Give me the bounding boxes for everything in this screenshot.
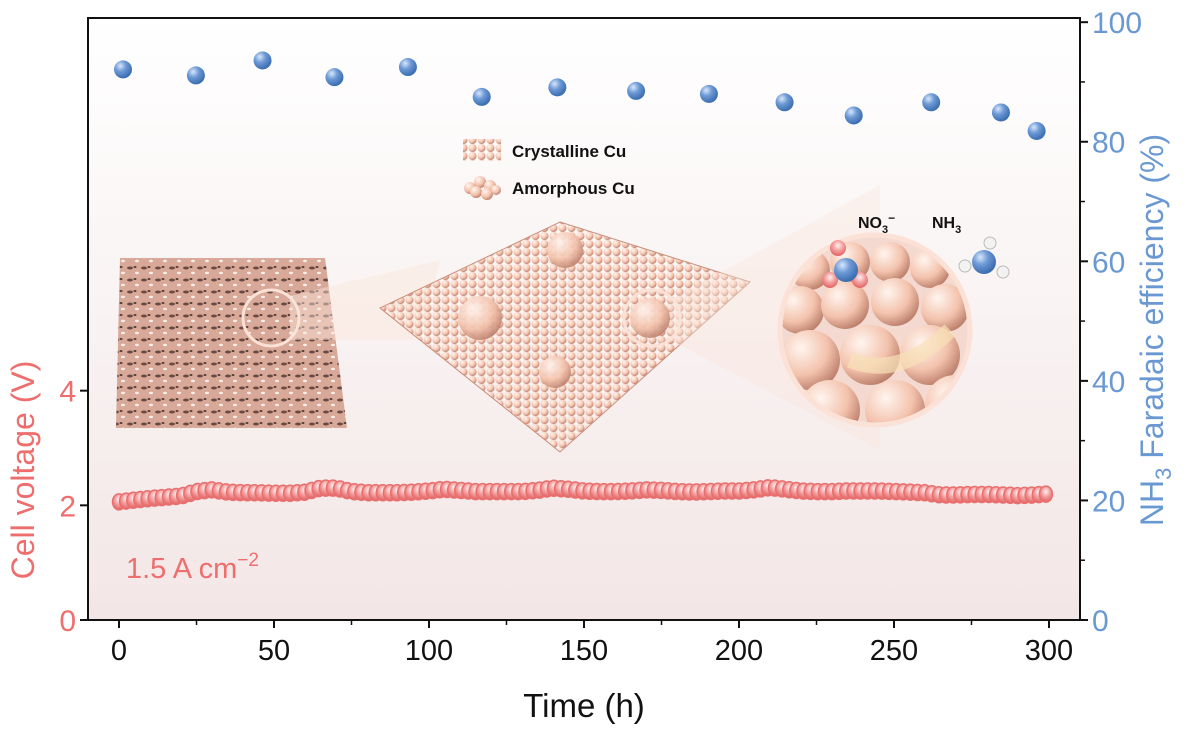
nitrate-molecule: [822, 240, 868, 288]
y-left-tick-label: 4: [59, 376, 76, 409]
efficiency-point: [844, 106, 863, 125]
inset-illustration: Crystalline Cu Amorphous Cu: [116, 139, 1010, 453]
y-right-axis-label: NH3 Faradaic efficiency (%): [1134, 134, 1176, 526]
efficiency-point: [922, 93, 941, 112]
magnified-surface: [780, 235, 970, 425]
legend-crystalline-cu: Crystalline Cu: [512, 142, 626, 161]
efficiency-point: [186, 66, 205, 85]
efficiency-point: [775, 93, 794, 112]
x-tick-label: 200: [715, 635, 763, 667]
x-tick-label: 50: [258, 635, 290, 667]
cu-lattice-slab: [379, 221, 751, 453]
ammonia-label: NH3: [932, 215, 961, 236]
y-right-tick-label: 0: [1092, 605, 1109, 638]
efficiency-point: [699, 84, 718, 103]
plot-frame: [87, 17, 1081, 621]
inset-legend: Crystalline Cu Amorphous Cu: [463, 139, 635, 200]
zoom-circle-2: [622, 288, 682, 348]
efficiency-point: [627, 81, 646, 100]
y-right-tick-label: 100: [1092, 7, 1142, 40]
crystalline-cu-icon: [463, 139, 501, 161]
y-left-tick-label: 0: [59, 605, 76, 638]
amorphous-patches: [458, 232, 670, 388]
efficiency-point: [1027, 121, 1046, 140]
y-right-tick-label: 40: [1092, 366, 1125, 399]
x-tick-label: 0: [111, 635, 127, 667]
x-tick-label: 250: [870, 635, 918, 667]
y-right-tick-label: 20: [1092, 485, 1125, 518]
nitrate-label: NO3−: [858, 211, 895, 236]
legend-amorphous-cu: Amorphous Cu: [512, 179, 635, 198]
efficiency-point: [114, 60, 133, 79]
efficiency-point: [548, 78, 567, 97]
x-tick-label: 300: [1025, 635, 1073, 667]
y-left-tick-label: 2: [59, 490, 76, 523]
ammonia-molecule: [958, 236, 1010, 279]
magnified-circle-border: [777, 232, 973, 428]
x-tick-label: 150: [560, 635, 608, 667]
x-axis-label: Time (h): [523, 687, 645, 724]
voltage-point: [1038, 485, 1054, 503]
efficiency-point: [472, 87, 491, 106]
efficiency-point: [325, 68, 344, 87]
y-left-axis-label: Cell voltage (V): [5, 361, 41, 580]
efficiency-point: [991, 103, 1010, 122]
zoom-circle-1: [241, 288, 301, 348]
efficiency-point: [253, 51, 272, 70]
y-right-tick-label: 80: [1092, 127, 1125, 160]
efficiency-point: [398, 58, 417, 77]
x-tick-label: 100: [405, 635, 453, 667]
y-right-tick-label: 60: [1092, 246, 1125, 279]
current-density-annotation: 1.5 A cm−2: [126, 550, 259, 585]
amorphous-cu-icon: [464, 176, 501, 200]
porous-cu-surface: [116, 258, 347, 428]
